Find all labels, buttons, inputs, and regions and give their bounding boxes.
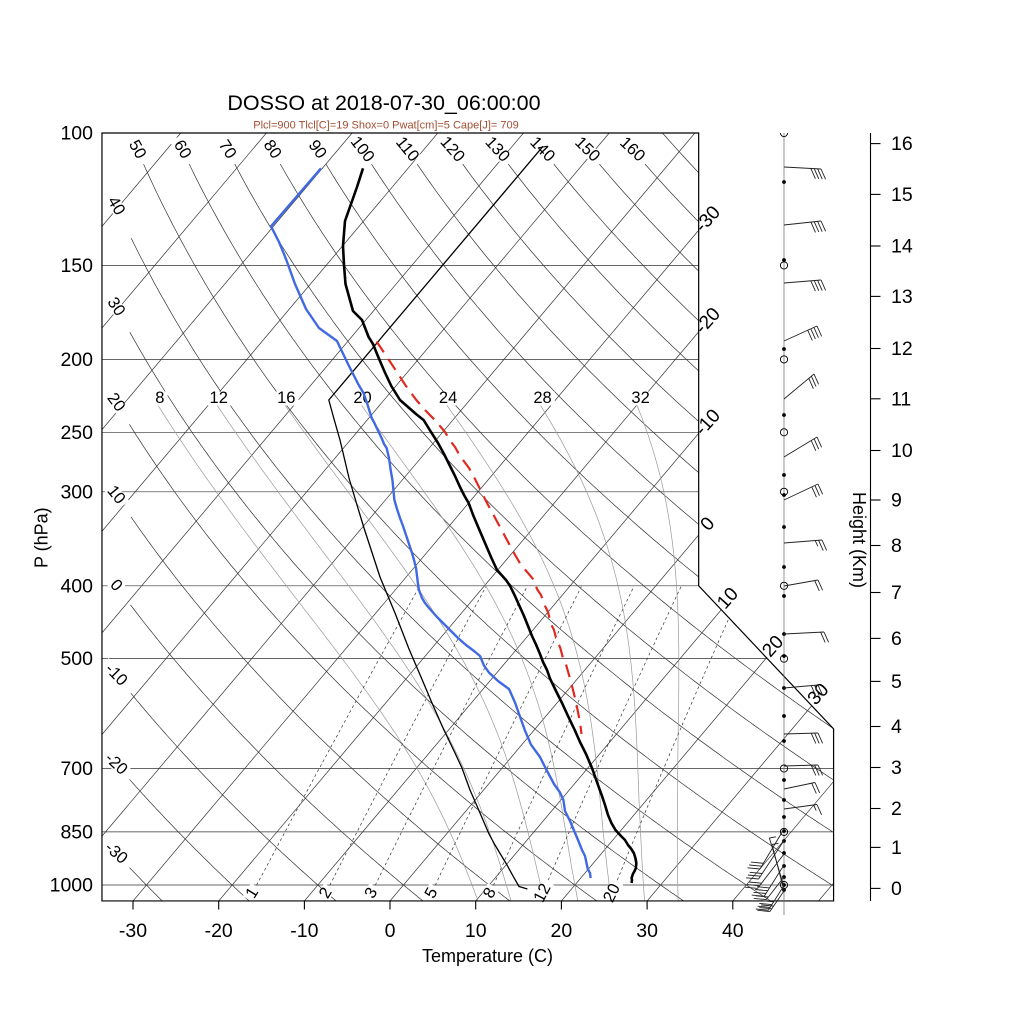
svg-text:6: 6 xyxy=(891,628,902,650)
svg-text:150: 150 xyxy=(60,255,93,277)
svg-text:40: 40 xyxy=(722,920,744,942)
svg-text:10: 10 xyxy=(891,440,913,462)
svg-text:0: 0 xyxy=(891,878,902,900)
svg-text:16: 16 xyxy=(891,133,913,155)
svg-text:30: 30 xyxy=(636,920,658,942)
svg-text:15: 15 xyxy=(891,184,913,206)
svg-text:-20: -20 xyxy=(205,920,233,942)
svg-text:1000: 1000 xyxy=(50,875,94,897)
svg-text:850: 850 xyxy=(60,821,93,843)
svg-text:Plcl=900 Tlcl[C]=19 Shox=0 Pwa: Plcl=900 Tlcl[C]=19 Shox=0 Pwat[cm]=5 Ca… xyxy=(253,120,518,132)
svg-text:0: 0 xyxy=(385,920,396,942)
svg-text:700: 700 xyxy=(60,758,93,780)
svg-text:8: 8 xyxy=(891,535,902,557)
svg-text:-30: -30 xyxy=(119,920,147,942)
svg-text:3: 3 xyxy=(891,757,902,779)
svg-text:10: 10 xyxy=(465,920,487,942)
svg-text:250: 250 xyxy=(60,422,93,444)
svg-text:Height (Km): Height (Km) xyxy=(849,492,869,588)
svg-text:16: 16 xyxy=(277,389,295,407)
svg-text:300: 300 xyxy=(60,481,93,503)
svg-text:2: 2 xyxy=(891,798,902,820)
svg-text:200: 200 xyxy=(60,349,93,371)
svg-text:Temperature (C): Temperature (C) xyxy=(422,946,553,966)
svg-text:12: 12 xyxy=(891,338,913,360)
svg-text:28: 28 xyxy=(533,389,551,407)
svg-text:P (hPa): P (hPa) xyxy=(31,507,51,568)
svg-text:7: 7 xyxy=(891,582,902,604)
svg-text:9: 9 xyxy=(891,490,902,512)
svg-text:DOSSO at 2018-07-30_06:00:00: DOSSO at 2018-07-30_06:00:00 xyxy=(227,91,540,115)
svg-text:8: 8 xyxy=(155,389,164,407)
svg-text:14: 14 xyxy=(891,236,913,258)
svg-text:11: 11 xyxy=(891,388,911,410)
svg-text:100: 100 xyxy=(60,123,93,145)
svg-text:20: 20 xyxy=(551,920,573,942)
svg-text:-10: -10 xyxy=(290,920,318,942)
svg-text:4: 4 xyxy=(891,716,902,738)
svg-text:400: 400 xyxy=(60,575,93,597)
svg-text:5: 5 xyxy=(891,671,902,693)
svg-text:13: 13 xyxy=(891,286,913,308)
svg-text:500: 500 xyxy=(60,648,93,670)
svg-text:12: 12 xyxy=(210,389,228,407)
svg-text:32: 32 xyxy=(631,389,649,407)
svg-text:24: 24 xyxy=(439,389,457,407)
svg-text:1: 1 xyxy=(891,837,902,859)
